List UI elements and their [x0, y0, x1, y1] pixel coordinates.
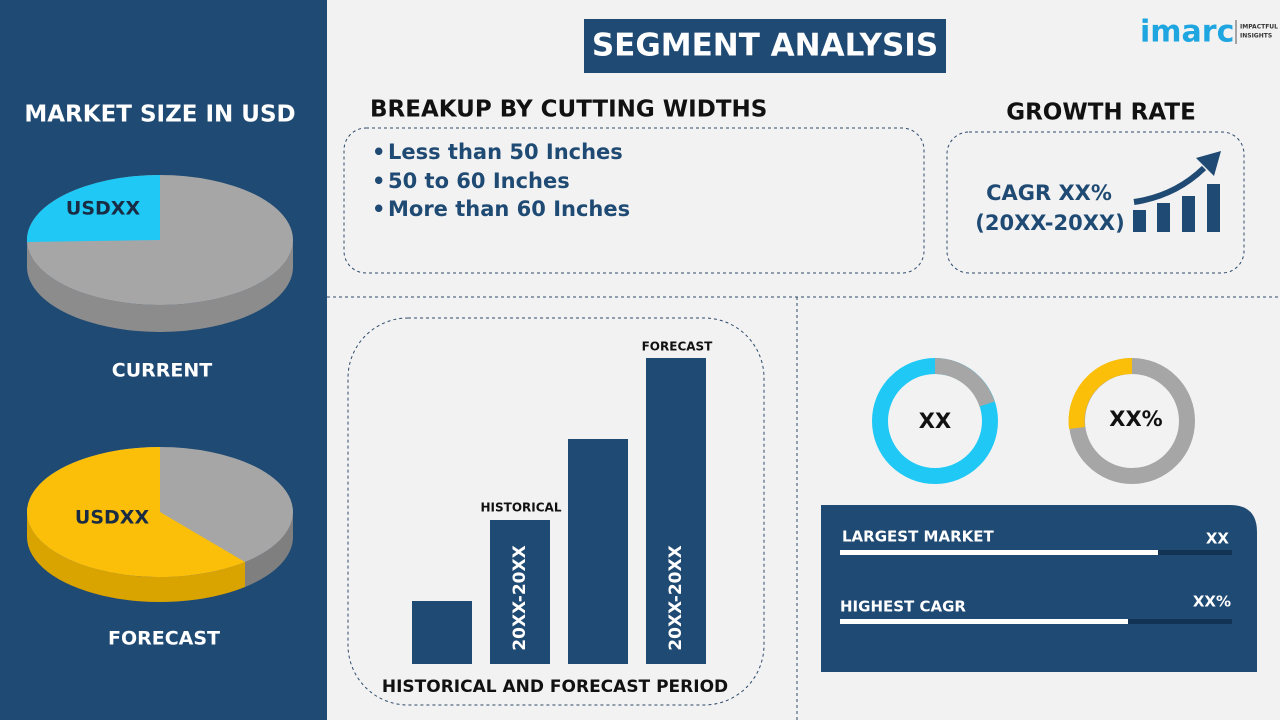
logo-tagline: IMPACTFUL — [1240, 24, 1278, 31]
growth-period: (20XX-20XX) — [975, 211, 1124, 235]
breakup-item: 50 to 60 Inches — [388, 169, 570, 193]
header-title: SEGMENT ANALYSIS — [592, 28, 938, 64]
historical-label: HISTORICAL — [481, 501, 562, 515]
growth-title: GROWTH RATE — [1006, 100, 1196, 126]
timeline-box — [347, 317, 765, 706]
bullet: • — [372, 197, 385, 221]
current-label: CURRENT — [112, 360, 213, 382]
stat-value: XX% — [1193, 593, 1231, 611]
breakup-item: More than 60 Inches — [388, 197, 630, 221]
current-pie — [26, 175, 293, 332]
donut-label: XX% — [1109, 407, 1162, 431]
forecast-label: FORECAST — [108, 628, 220, 650]
sidebar-title: MARKET SIZE IN USD — [24, 102, 295, 128]
growth-cagr: CAGR XX% — [986, 181, 1112, 205]
donut — [1068, 357, 1195, 484]
forecast-period: 20XX-20XX — [666, 545, 686, 650]
current-value: USDXX — [66, 198, 141, 220]
header-box — [584, 19, 946, 73]
logo-tagline: INSIGHTS — [1240, 33, 1272, 40]
bullet: • — [372, 140, 385, 164]
forecast-pie — [27, 447, 293, 603]
donut-label: XX — [919, 409, 951, 433]
stat-value: XX — [1206, 530, 1230, 548]
timeline-caption: HISTORICAL AND FORECAST PERIOD — [382, 677, 728, 697]
historical-period: 20XX-20XX — [510, 545, 530, 650]
stat-fill — [840, 619, 1128, 624]
breakup-title: BREAKUP BY CUTTING WIDTHS — [370, 97, 767, 123]
bullet: • — [372, 169, 385, 193]
stat-label: HIGHEST CAGR — [840, 598, 966, 616]
growth-box — [946, 131, 1245, 274]
forecast-value: USDXX — [75, 507, 150, 529]
breakup-item: Less than 50 Inches — [388, 140, 623, 164]
stat-fill — [840, 550, 1158, 555]
logo-brand: imarc — [1140, 15, 1234, 50]
stats-panel — [821, 505, 1257, 672]
growth-icon — [1133, 151, 1221, 232]
stat-label: LARGEST MARKET — [842, 528, 994, 546]
donut — [872, 358, 998, 484]
breakup-box — [343, 127, 925, 274]
forecast-label: FORECAST — [642, 340, 714, 354]
timeline-bars — [412, 358, 706, 664]
